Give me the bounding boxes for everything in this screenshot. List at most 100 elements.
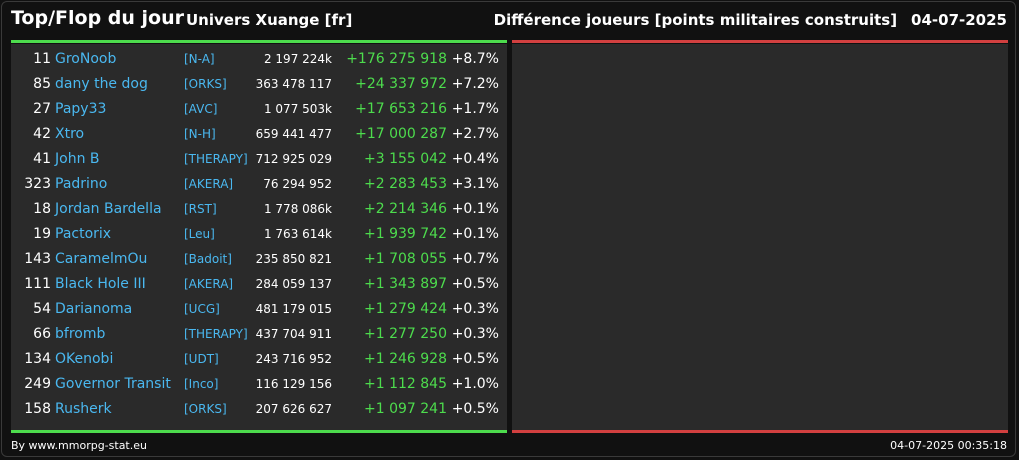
points-difference: +1 097 241 xyxy=(364,401,447,417)
table-row: 11 GroNoob [N-A] 2 197 224k +176 275 918 +8.7… xyxy=(11,47,507,72)
table-row: 54 Darianoma [UCG] 481 179 015 +1 279 424 +0.… xyxy=(11,297,507,322)
player-points: 659 441 477 xyxy=(255,127,332,141)
percent-change: +0.4% xyxy=(451,151,499,167)
points-difference: +1 277 250 xyxy=(364,326,447,342)
points-difference: +17 000 287 xyxy=(355,126,447,142)
table-row: 42 Xtro [N-H] 659 441 477 +17 000 287 +2.7% xyxy=(11,122,507,147)
player-name-link[interactable]: Pactorix xyxy=(55,226,112,242)
player-name-link[interactable]: Xtro xyxy=(55,126,85,142)
points-difference: +1 708 055 xyxy=(364,251,447,267)
player-points: 481 179 015 xyxy=(255,302,332,316)
alliance-tag-link[interactable]: [THERAPY] xyxy=(184,152,248,166)
alliance-tag-link[interactable]: [THERAPY] xyxy=(184,327,248,341)
player-rank: 18 xyxy=(33,201,51,217)
player-name-link[interactable]: OKenobi xyxy=(55,351,114,367)
player-points: 2 197 224k xyxy=(263,52,332,66)
alliance-tag-link[interactable]: [AKERA] xyxy=(184,177,234,191)
player-name-link[interactable]: Papy33 xyxy=(55,101,107,117)
player-name-link[interactable]: dany the dog xyxy=(55,76,148,92)
date-label: 04-07-2025 xyxy=(911,11,1007,29)
table-row: 323 Padrino [AKERA] 76 294 952 +2 283 453 +3.… xyxy=(11,172,507,197)
player-rank: 143 xyxy=(24,251,51,267)
player-rank: 249 xyxy=(24,376,51,392)
flop-players-panel xyxy=(512,44,1008,430)
metric-label: Différence joueurs [points militaires co… xyxy=(493,11,898,29)
player-rank: 134 xyxy=(24,351,51,367)
footer-credit: By www.mmorpg-stat.eu xyxy=(11,439,147,452)
player-name-link[interactable]: bfromb xyxy=(55,326,106,342)
table-row: 66 bfromb [THERAPY] 437 704 911 +1 277 250 +0… xyxy=(11,322,507,347)
player-rank: 27 xyxy=(33,101,51,117)
universe-label: Univers Xuange [fr] xyxy=(186,11,353,29)
player-name-link[interactable]: Black Hole III xyxy=(55,276,146,292)
alliance-tag-link[interactable]: [Inco] xyxy=(184,377,219,391)
alliance-tag-link[interactable]: [RST] xyxy=(184,202,217,216)
table-row: 27 Papy33 [AVC] 1 077 503k +17 653 216 +1.7% xyxy=(11,97,507,122)
player-name-link[interactable]: CaramelmOu xyxy=(55,251,148,267)
player-points: 116 129 156 xyxy=(255,377,332,391)
player-rank: 42 xyxy=(33,126,51,142)
player-name-link[interactable]: John B xyxy=(55,151,100,167)
player-points: 1 778 086k xyxy=(263,202,332,216)
alliance-tag-link[interactable]: [ORKS] xyxy=(184,402,227,416)
player-rank: 158 xyxy=(24,401,51,417)
alliance-tag-link[interactable]: [Leu] xyxy=(184,227,215,241)
player-points: 284 059 137 xyxy=(255,277,332,291)
points-difference: +2 214 346 xyxy=(364,201,447,217)
player-points: 207 626 627 xyxy=(255,402,332,416)
metric-and-date: Différence joueurs [points militaires co… xyxy=(494,11,1007,29)
percent-change: +0.3% xyxy=(451,301,499,317)
table-row: 19 Pactorix [Leu] 1 763 614k +1 939 742 +0.1% xyxy=(11,222,507,247)
table-row: 134 OKenobi [UDT] 243 716 952 +1 246 928 +0.5… xyxy=(11,347,507,372)
points-difference: +24 337 972 xyxy=(355,76,447,92)
points-difference: +2 283 453 xyxy=(364,176,447,192)
points-difference: +1 279 424 xyxy=(364,301,447,317)
points-difference: +3 155 042 xyxy=(364,151,447,167)
percent-change: +0.7% xyxy=(451,251,499,267)
player-rank: 85 xyxy=(33,76,51,92)
player-points: 712 925 029 xyxy=(255,152,332,166)
percent-change: +8.7% xyxy=(451,51,499,67)
alliance-tag-link[interactable]: [UCG] xyxy=(184,302,220,316)
alliance-tag-link[interactable]: [N-H] xyxy=(184,127,216,141)
flop-panel-top-bar xyxy=(512,40,1008,43)
points-difference: +176 275 918 xyxy=(346,51,447,67)
table-row: 249 Governor Transit [Inco] 116 129 156 +1 1… xyxy=(11,372,507,397)
percent-change: +0.3% xyxy=(451,326,499,342)
player-points: 363 478 117 xyxy=(255,77,332,91)
alliance-tag-link[interactable]: [Badoit] xyxy=(184,252,232,266)
flop-panel-bottom-bar xyxy=(512,430,1008,433)
player-points: 243 716 952 xyxy=(255,352,332,366)
page-title: Top/Flop du jour xyxy=(11,7,184,29)
player-points: 437 704 911 xyxy=(255,327,332,341)
table-row: 111 Black Hole III [AKERA] 284 059 137 +1 34… xyxy=(11,272,507,297)
points-difference: +1 343 897 xyxy=(364,276,447,292)
player-rank: 41 xyxy=(33,151,51,167)
player-name-link[interactable]: Padrino xyxy=(55,176,108,192)
percent-change: +0.5% xyxy=(451,276,499,292)
player-name-link[interactable]: GroNoob xyxy=(55,51,117,67)
player-rank: 111 xyxy=(24,276,51,292)
player-name-link[interactable]: Jordan Bardella xyxy=(55,201,162,217)
player-name-link[interactable]: Darianoma xyxy=(55,301,133,317)
alliance-tag-link[interactable]: [ORKS] xyxy=(184,77,227,91)
alliance-tag-link[interactable]: [AKERA] xyxy=(184,277,234,291)
alliance-tag-link[interactable]: [AVC] xyxy=(184,102,218,116)
alliance-tag-link[interactable]: [N-A] xyxy=(184,52,215,66)
player-rank: 54 xyxy=(33,301,51,317)
table-row: 143 CaramelmOu [Badoit] 235 850 821 +1 708 0… xyxy=(11,247,507,272)
player-points: 1 077 503k xyxy=(263,102,332,116)
percent-change: +0.1% xyxy=(451,201,499,217)
percent-change: +7.2% xyxy=(451,76,499,92)
player-name-link[interactable]: Governor Transit xyxy=(55,376,171,392)
points-difference: +1 939 742 xyxy=(364,226,447,242)
percent-change: +2.7% xyxy=(451,126,499,142)
header: Top/Flop du jour Univers Xuange [fr] Dif… xyxy=(0,0,1019,40)
percent-change: +1.0% xyxy=(451,376,499,392)
percent-change: +0.5% xyxy=(451,351,499,367)
table-row: 18 Jordan Bardella [RST] 1 778 086k +2 214 3… xyxy=(11,197,507,222)
player-rank: 323 xyxy=(24,176,51,192)
table-row: 41 John B [THERAPY] 712 925 029 +3 155 042 +0… xyxy=(11,147,507,172)
alliance-tag-link[interactable]: [UDT] xyxy=(184,352,219,366)
player-name-link[interactable]: Rusherk xyxy=(55,401,112,417)
